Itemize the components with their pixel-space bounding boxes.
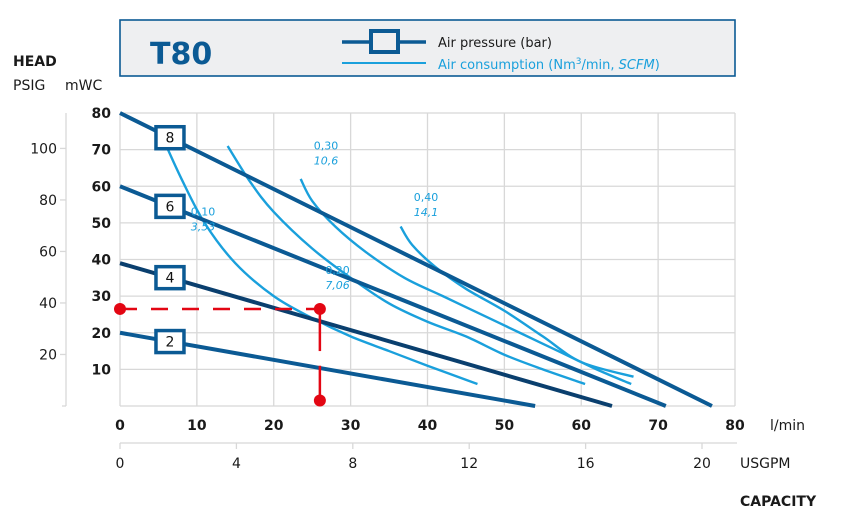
x2-tick-label: 20 <box>693 456 711 472</box>
consumption-curves <box>161 138 634 386</box>
legend-consumption-suffix: ) <box>655 58 660 73</box>
consumption-curve-0-20 <box>226 145 586 386</box>
pressure-label: 4 <box>166 271 175 287</box>
x-unit-primary: l/min <box>770 418 805 434</box>
consumption-label: 0,20 <box>325 264 350 277</box>
legend-consumption-mid: /min, <box>581 58 618 73</box>
operating-flow-dot <box>313 394 326 407</box>
y2-tick-label: 60 <box>39 244 57 260</box>
pressure-label-box <box>154 124 186 151</box>
consumption-label: 0,30 <box>314 140 339 153</box>
pressure-curve-4 <box>119 261 613 408</box>
operating-point-dot <box>313 302 326 315</box>
annotations: 0,10 3,53 0,20 7,06 0,30 10,6 0,40 14,1 <box>191 140 438 293</box>
y-tick-label: 80 <box>92 106 112 122</box>
y-tick-label: 40 <box>92 253 112 269</box>
y-tick-label: 10 <box>92 362 112 378</box>
x2-tick-label: 8 <box>348 456 357 472</box>
pressure-curve-8 <box>119 111 713 408</box>
pressure-curve-6 <box>119 184 667 408</box>
x-tick-label: 30 <box>341 418 361 434</box>
consumption-label: 0,40 <box>414 191 439 204</box>
x2-tick-label: 12 <box>460 456 478 472</box>
y2-tick-label: 40 <box>39 296 57 312</box>
consumption-curve-0-40 <box>399 225 634 378</box>
x-tick-label: 60 <box>572 418 592 434</box>
psig-label: PSIG <box>13 78 45 94</box>
legend-consumption-prefix: Air consumption (Nm <box>438 58 576 73</box>
legend-consumption-italic: SCFM <box>619 58 655 73</box>
y-tick-label: 60 <box>92 179 112 195</box>
pressure-label-box <box>154 264 186 291</box>
capacity-label: CAPACITY <box>740 494 817 510</box>
y-tick-label: 70 <box>92 143 112 159</box>
pressure-label-box <box>154 328 186 355</box>
pressure-label: 2 <box>166 335 175 351</box>
y-tick-label: 30 <box>92 289 112 305</box>
axes: 0 10 20 30 40 50 60 70 80 10 20 30 40 50 60 70 80 0 4 8 12 16… <box>30 106 745 472</box>
legend-consumption-sup: 3 <box>576 57 582 67</box>
legend: Air pressure (bar) Air consumption (Nm3/… <box>342 29 660 73</box>
x-tick-label: 80 <box>725 418 745 434</box>
x2-tick-label: 4 <box>232 456 241 472</box>
y2-tick-label: 100 <box>30 141 57 157</box>
x-tick-label: 20 <box>264 418 284 434</box>
y2-tick-label: 20 <box>39 347 57 363</box>
consumption-label-scfm: 7,06 <box>325 279 350 292</box>
consumption-label-scfm: 14,1 <box>414 206 439 219</box>
consumption-curve-0-10 <box>161 138 478 386</box>
x2-tick-label: 0 <box>116 456 125 472</box>
legend-consumption-label: Air consumption (Nm3/min, SCFM) <box>438 57 660 73</box>
x-unit-secondary: USGPM <box>740 456 791 472</box>
head-label: HEAD <box>13 54 57 70</box>
mwc-label: mWC <box>65 78 102 94</box>
x-tick-label: 50 <box>495 418 515 434</box>
pressure-curve-2 <box>119 330 536 408</box>
y2-tick-label: 80 <box>39 193 57 209</box>
operating-point <box>114 302 326 407</box>
consumption-label-scfm: 3,53 <box>191 221 216 234</box>
y-tick-label: 50 <box>92 216 112 232</box>
x-tick-label: 0 <box>115 418 125 434</box>
x2-tick-label: 16 <box>577 456 595 472</box>
consumption-label: 0,10 <box>191 206 216 219</box>
x-tick-label: 10 <box>187 418 207 434</box>
pressure-label: 8 <box>166 131 175 147</box>
consumption-label-scfm: 10,6 <box>314 155 339 168</box>
operating-head-dot <box>114 302 126 315</box>
pressure-curves: 8 6 4 2 <box>119 111 713 408</box>
legend-pressure-marker <box>369 29 400 54</box>
y-tick-label: 20 <box>92 326 112 342</box>
pressure-label: 6 <box>166 199 175 215</box>
x-tick-label: 70 <box>648 418 668 434</box>
header-box <box>119 19 736 77</box>
chart-title: T80 <box>150 37 212 72</box>
legend-pressure-label: Air pressure (bar) <box>438 36 552 51</box>
pressure-label-box <box>154 193 186 220</box>
x-tick-label: 40 <box>418 418 438 434</box>
